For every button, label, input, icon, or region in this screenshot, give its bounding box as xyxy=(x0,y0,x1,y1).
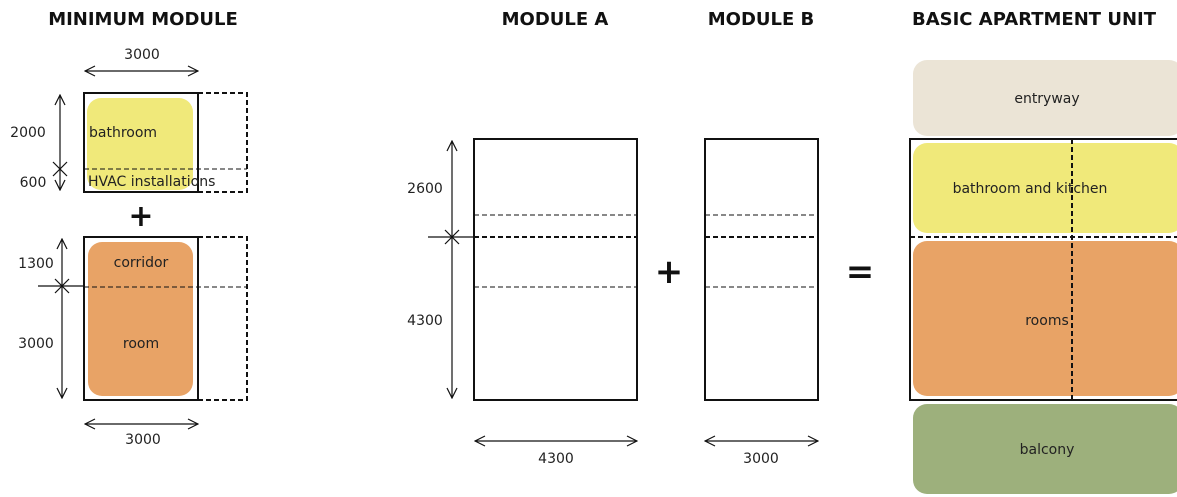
balcony-zone xyxy=(913,404,1177,494)
bathroom-kitchen-zone xyxy=(913,143,1177,233)
entryway-zone xyxy=(913,60,1177,136)
label-room: room xyxy=(123,336,159,352)
title-module-a: MODULE A xyxy=(502,9,609,30)
dim-hvac: 600 xyxy=(20,175,47,191)
rooms-zone xyxy=(913,241,1177,396)
label-bathroom-kitchen: bathroom and kitchen xyxy=(953,181,1108,197)
module-a-outline xyxy=(473,138,638,401)
dim-a-lower: 4300 xyxy=(407,313,443,329)
dim-corridor: 1300 xyxy=(18,256,54,272)
basic-apartment-unit: entryway bathroom and kitchen rooms balc… xyxy=(909,60,1177,494)
lower-module-outline xyxy=(83,236,199,401)
lower-module-extension xyxy=(197,236,248,401)
label-bathroom: bathroom xyxy=(89,125,157,141)
module-a: 2600 4300 4300 xyxy=(407,138,638,467)
title-module-b: MODULE B xyxy=(708,9,815,30)
dim-b-width: 3000 xyxy=(743,451,779,467)
dim-bathroom: 2000 xyxy=(10,125,46,141)
module-b-outline xyxy=(704,138,819,401)
label-hvac: HVAC installations xyxy=(88,174,215,190)
dim-tick-a-b xyxy=(444,229,460,245)
title-basic-apartment-unit: BASIC APARTMENT UNIT xyxy=(912,9,1157,30)
unit-outline xyxy=(909,138,1177,401)
equals-sign: = xyxy=(846,252,875,292)
label-corridor: corridor xyxy=(114,255,169,271)
title-minimum-module: MINIMUM MODULE xyxy=(48,9,238,30)
label-balcony: balcony xyxy=(1020,442,1075,458)
dim-tick-bathroom-b xyxy=(52,161,68,177)
upper-module-outline xyxy=(83,92,199,193)
dim-top-width: 3000 xyxy=(124,47,160,63)
module-b: 3000 xyxy=(704,138,819,467)
plus-sign-small: + xyxy=(128,199,153,234)
dim-tick-corridor-b xyxy=(54,278,70,294)
label-entryway: entryway xyxy=(1014,91,1079,107)
label-rooms: rooms xyxy=(1025,313,1069,329)
bathroom-zone xyxy=(87,98,193,190)
dim-room: 3000 xyxy=(18,336,54,352)
dim-a-upper: 2600 xyxy=(407,181,443,197)
minimum-module: 3000 bathroom HVAC installations 2000 60… xyxy=(10,47,248,448)
dim-bottom-width: 3000 xyxy=(125,432,161,448)
corridor-room-zone xyxy=(88,242,193,396)
plus-sign: + xyxy=(655,252,684,292)
upper-module-extension xyxy=(197,92,248,193)
dim-a-width: 4300 xyxy=(538,451,574,467)
